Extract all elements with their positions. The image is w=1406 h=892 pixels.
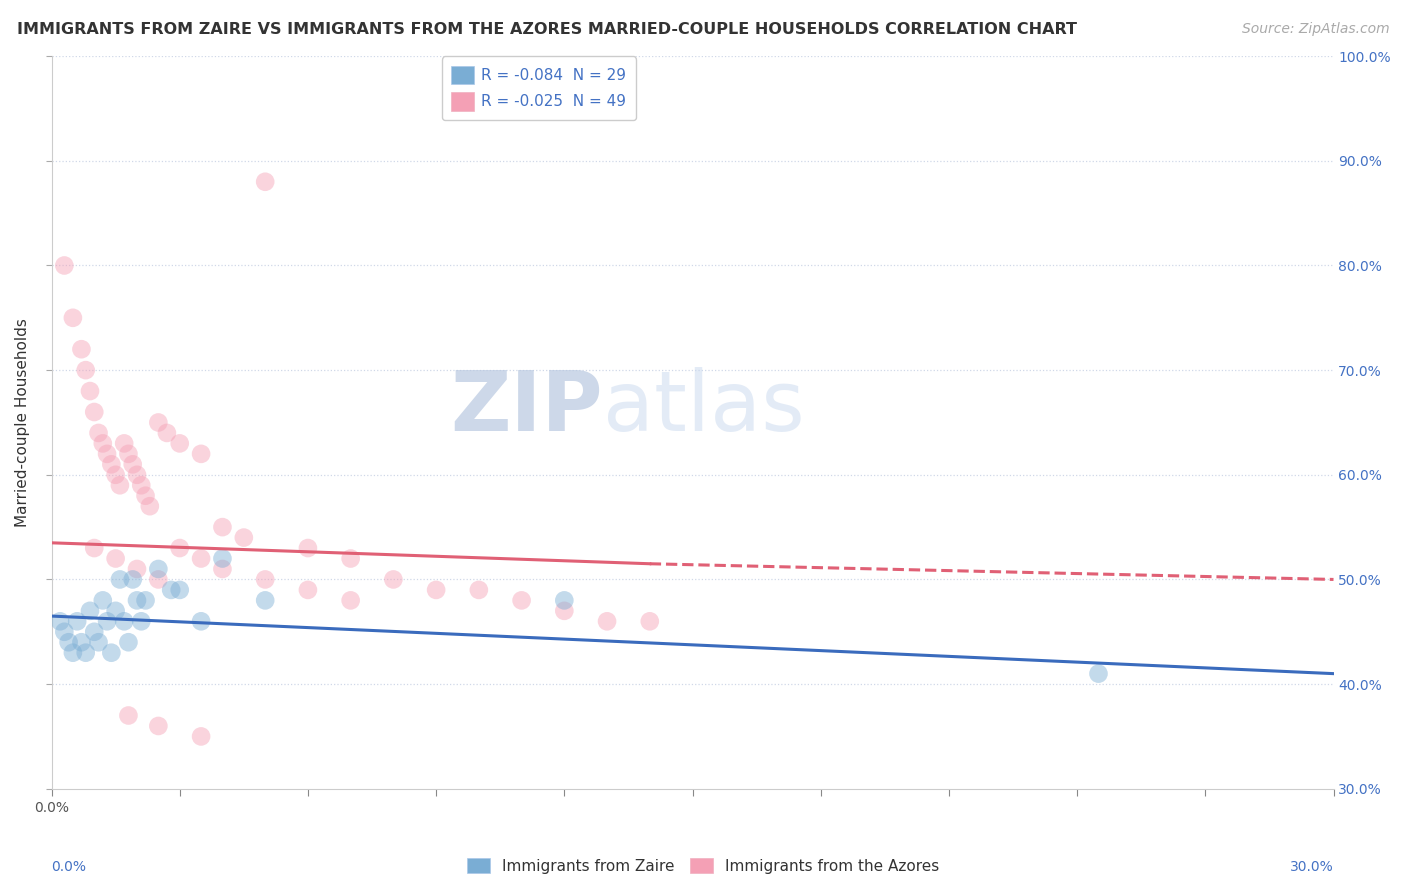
Point xyxy=(91,436,114,450)
Text: 30.0%: 30.0% xyxy=(1289,860,1333,874)
Point xyxy=(190,730,212,744)
Point xyxy=(79,384,101,398)
Point xyxy=(190,615,212,629)
Point xyxy=(148,719,170,733)
Legend: Immigrants from Zaire, Immigrants from the Azores: Immigrants from Zaire, Immigrants from t… xyxy=(461,852,945,880)
Point xyxy=(125,562,148,576)
Point xyxy=(596,615,619,629)
Point xyxy=(169,582,191,597)
Point xyxy=(553,604,575,618)
Point xyxy=(510,593,533,607)
Point xyxy=(339,593,361,607)
Point xyxy=(125,593,148,607)
Point xyxy=(49,615,72,629)
Point xyxy=(254,573,277,587)
Point xyxy=(135,489,157,503)
Point xyxy=(87,635,110,649)
Point xyxy=(382,573,405,587)
Point xyxy=(190,447,212,461)
Point xyxy=(135,593,157,607)
Point xyxy=(53,259,76,273)
Point xyxy=(297,541,319,555)
Point xyxy=(87,425,110,440)
Point xyxy=(62,646,84,660)
Point xyxy=(425,582,447,597)
Point xyxy=(553,593,575,607)
Point xyxy=(79,604,101,618)
Point xyxy=(125,467,148,482)
Point xyxy=(83,541,105,555)
Point xyxy=(169,541,191,555)
Point xyxy=(66,615,89,629)
Legend: R = -0.084  N = 29, R = -0.025  N = 49: R = -0.084 N = 29, R = -0.025 N = 49 xyxy=(441,56,636,120)
Point xyxy=(129,478,152,492)
Text: atlas: atlas xyxy=(603,368,804,449)
Point xyxy=(100,458,122,472)
Point xyxy=(232,531,254,545)
Text: Source: ZipAtlas.com: Source: ZipAtlas.com xyxy=(1241,22,1389,37)
Point xyxy=(62,310,84,325)
Point xyxy=(211,520,233,534)
Point xyxy=(339,551,361,566)
Point xyxy=(117,447,139,461)
Point xyxy=(1087,666,1109,681)
Point xyxy=(104,467,127,482)
Point xyxy=(211,551,233,566)
Point xyxy=(91,593,114,607)
Point xyxy=(83,405,105,419)
Point xyxy=(75,363,97,377)
Point xyxy=(112,615,135,629)
Point xyxy=(190,551,212,566)
Point xyxy=(75,646,97,660)
Point xyxy=(104,551,127,566)
Point xyxy=(148,573,170,587)
Point xyxy=(596,887,619,892)
Point xyxy=(108,573,131,587)
Point xyxy=(70,635,93,649)
Point xyxy=(121,573,143,587)
Point xyxy=(53,624,76,639)
Point xyxy=(70,342,93,356)
Point xyxy=(117,708,139,723)
Point xyxy=(108,478,131,492)
Point xyxy=(96,615,118,629)
Point xyxy=(156,425,179,440)
Point xyxy=(148,562,170,576)
Point xyxy=(96,447,118,461)
Text: IMMIGRANTS FROM ZAIRE VS IMMIGRANTS FROM THE AZORES MARRIED-COUPLE HOUSEHOLDS CO: IMMIGRANTS FROM ZAIRE VS IMMIGRANTS FROM… xyxy=(17,22,1077,37)
Text: ZIP: ZIP xyxy=(450,368,603,449)
Point xyxy=(254,175,277,189)
Point xyxy=(58,635,80,649)
Point xyxy=(468,582,491,597)
Point xyxy=(169,436,191,450)
Point xyxy=(297,582,319,597)
Point xyxy=(638,615,661,629)
Point xyxy=(100,646,122,660)
Y-axis label: Married-couple Households: Married-couple Households xyxy=(15,318,30,527)
Point xyxy=(160,582,183,597)
Point xyxy=(112,436,135,450)
Point xyxy=(117,635,139,649)
Point xyxy=(104,604,127,618)
Point xyxy=(148,416,170,430)
Point xyxy=(83,624,105,639)
Point xyxy=(121,458,143,472)
Point xyxy=(129,615,152,629)
Point xyxy=(211,562,233,576)
Text: 0.0%: 0.0% xyxy=(52,860,87,874)
Point xyxy=(139,499,162,513)
Point xyxy=(254,593,277,607)
